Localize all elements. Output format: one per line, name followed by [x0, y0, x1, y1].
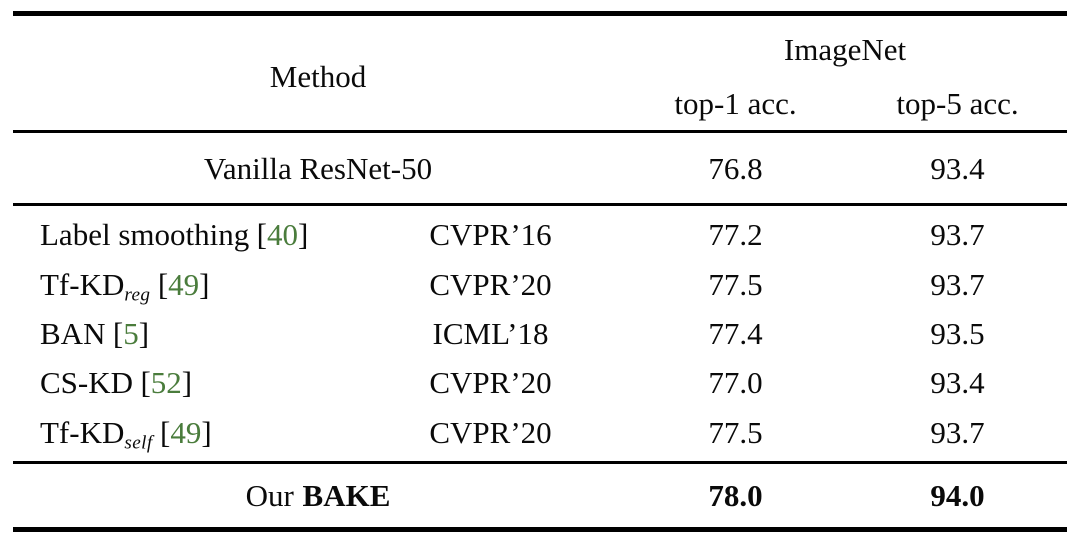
- table-header: Method ImageNet top-1 acc. top-5 acc.: [13, 16, 1067, 130]
- citation-open-bracket: [: [157, 266, 169, 302]
- citation-link[interactable]: 5: [123, 315, 139, 351]
- top5-cell: 93.7: [930, 414, 985, 450]
- top5-cell: 93.5: [930, 315, 985, 351]
- method-cell: BAN [5]: [13, 318, 358, 349]
- method-cell: Tf-KDself [49]: [13, 414, 358, 452]
- citation-close-bracket: ]: [181, 365, 193, 401]
- baseline-separator-rule: [13, 203, 1067, 206]
- column-header-method: Method: [269, 58, 367, 94]
- citation-link[interactable]: 52: [150, 365, 182, 401]
- baseline-row: Vanilla ResNet-50 76.8 93.4: [13, 133, 1067, 203]
- baseline-top5-value: 93.4: [930, 150, 985, 186]
- top5-cell: 93.7: [930, 217, 985, 253]
- method-subscript: reg: [124, 283, 151, 305]
- venue-cell: CVPR’20: [429, 414, 552, 450]
- citation-link[interactable]: 40: [267, 217, 298, 253]
- citation-link[interactable]: 49: [168, 266, 200, 302]
- citation-open-bracket: [: [112, 315, 124, 351]
- results-table: Method ImageNet top-1 acc. top-5 acc. Va…: [13, 11, 1067, 532]
- citation: [52]: [140, 365, 192, 400]
- citation: [49]: [158, 267, 210, 302]
- table-row: BAN [5] ICML’18 77.4 93.5: [13, 310, 1067, 357]
- citation-close-bracket: ]: [138, 315, 150, 351]
- method-cell: CS-KD [52]: [13, 367, 358, 398]
- ours-method-label: Our BAKE: [13, 480, 623, 511]
- ours-separator-rule: [13, 461, 1067, 464]
- table-row: Label smoothing [40] CVPR’16 77.2 93.7: [13, 211, 1067, 258]
- header-separator-rule: [13, 130, 1067, 133]
- column-header-top5-acc: top-5 acc.: [896, 85, 1019, 121]
- venue-cell: CVPR’20: [429, 266, 552, 302]
- citation-open-bracket: [: [160, 414, 171, 450]
- citation: [40]: [257, 217, 309, 252]
- citation-close-bracket: ]: [201, 414, 212, 450]
- ours-method-name: BAKE: [302, 478, 391, 513]
- competitor-rows-block: Label smoothing [40] CVPR’16 77.2 93.7 Tf…: [13, 206, 1067, 461]
- method-cell: Label smoothing [40]: [13, 219, 358, 250]
- table-bottom-rule: [13, 527, 1067, 532]
- table-row: Tf-KDreg [49] CVPR’20 77.5 93.7: [13, 261, 1067, 308]
- method-cell: Tf-KDreg [49]: [13, 266, 358, 304]
- method-name: Label smoothing: [40, 217, 250, 253]
- venue-cell: ICML’18: [432, 315, 549, 351]
- column-header-top1-acc: top-1 acc.: [674, 85, 797, 121]
- method-name: CS-KD: [40, 365, 134, 401]
- citation-link[interactable]: 49: [170, 414, 202, 450]
- citation-close-bracket: ]: [298, 217, 309, 253]
- baseline-method-label: Vanilla ResNet-50: [203, 150, 433, 186]
- ours-prefix: Our: [245, 478, 294, 513]
- ours-top1-value: 78.0: [708, 478, 763, 513]
- table-row: Tf-KDself [49] CVPR’20 77.5 93.7: [13, 409, 1067, 456]
- ours-row: Our BAKE 78.0 94.0: [13, 464, 1067, 527]
- citation-open-bracket: [: [140, 365, 151, 401]
- ours-top5-value: 94.0: [930, 478, 985, 513]
- method-name: BAN: [40, 315, 106, 351]
- column-group-header-imagenet: ImageNet: [783, 31, 907, 67]
- venue-cell: CVPR’20: [429, 365, 552, 401]
- top1-cell: 77.5: [708, 414, 763, 450]
- citation: [49]: [160, 415, 212, 450]
- table-top-rule: [13, 11, 1067, 16]
- baseline-top1-value: 76.8: [708, 150, 763, 186]
- method-subscript: self: [124, 432, 153, 454]
- method-name: Tf-KD: [40, 414, 125, 450]
- top1-cell: 77.4: [708, 315, 763, 351]
- top1-cell: 77.0: [708, 365, 763, 401]
- table-row: CS-KD [52] CVPR’20 77.0 93.4: [13, 359, 1067, 406]
- citation-open-bracket: [: [256, 217, 267, 253]
- citation: [5]: [113, 316, 149, 351]
- top5-cell: 93.7: [930, 266, 985, 302]
- top5-cell: 93.4: [930, 365, 985, 401]
- method-name: Tf-KD: [40, 266, 125, 302]
- venue-cell: CVPR’16: [429, 217, 552, 253]
- top1-cell: 77.5: [708, 266, 763, 302]
- top1-cell: 77.2: [708, 217, 763, 253]
- citation-close-bracket: ]: [199, 266, 210, 302]
